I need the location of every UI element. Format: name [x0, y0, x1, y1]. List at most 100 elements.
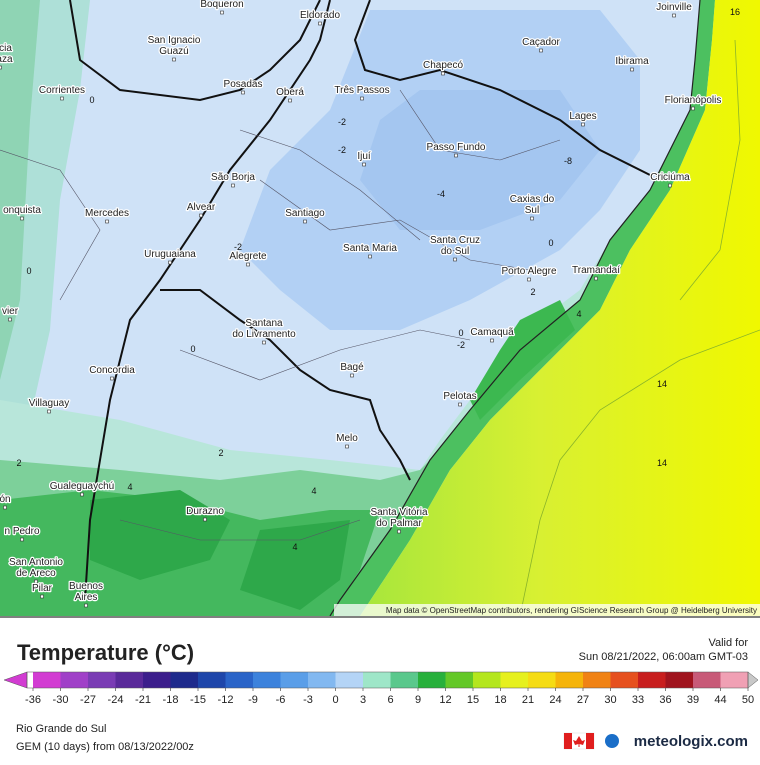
place-dot [105, 219, 109, 224]
flag-band [564, 733, 572, 749]
contour-label: 16 [730, 7, 740, 17]
colorbar-tick-label: -9 [248, 694, 258, 706]
place-label: Alegrete [229, 251, 267, 262]
place-dot [397, 529, 401, 534]
contour-label: -8 [564, 156, 572, 166]
place-dot [168, 260, 172, 265]
lagoon [470, 300, 575, 420]
contour-label: 4 [576, 309, 581, 319]
colorbar-tick-label: -24 [108, 694, 124, 706]
place-label: encia [0, 43, 12, 54]
place-dot [581, 122, 585, 127]
ocean [360, 0, 760, 616]
flag-leaf [573, 736, 585, 747]
place-dot [172, 57, 176, 62]
place-label: Chapecó [423, 60, 463, 71]
colorbar-segment [308, 672, 336, 688]
colorbar-tick-label: -15 [190, 694, 206, 706]
contour-label: -2 [234, 242, 242, 252]
warm-land [240, 520, 350, 610]
place-dot [20, 537, 24, 542]
boundary [0, 149, 101, 301]
place-label: Santa Maria [343, 243, 397, 254]
colorbar-tick-label: -21 [135, 694, 151, 706]
boundary [119, 519, 361, 541]
place-dot [630, 67, 634, 72]
place-label: do Sul [441, 246, 469, 257]
place-dot [345, 444, 349, 449]
colorbar-tick-label: 18 [494, 694, 506, 706]
colorbar-tick-label: 24 [549, 694, 561, 706]
colorbar-tick-label: 33 [632, 694, 644, 706]
colorbar-segment [115, 672, 144, 688]
place-label: Santiago [285, 208, 325, 219]
place-dot [318, 21, 322, 26]
flag-band [586, 733, 594, 749]
brand: meteologix.com [634, 733, 748, 750]
place-dot [84, 603, 88, 608]
colorbar-segment [280, 672, 309, 688]
place-dot [80, 492, 84, 497]
contour-label: -2 [457, 340, 465, 350]
colorbar-segment [665, 672, 694, 688]
place-dot [303, 219, 307, 224]
place-label: Pelotas [443, 391, 476, 402]
place-label: São Borja [211, 172, 255, 183]
place-dot [60, 96, 64, 101]
place-label: Plaza [0, 54, 13, 65]
colorbar-tick-label: -6 [276, 694, 286, 706]
place-label: vier [2, 306, 19, 317]
mild-area [0, 0, 40, 380]
place-dot [8, 317, 12, 322]
contour-label: -2 [338, 145, 346, 155]
place-dot [220, 10, 224, 15]
colorbar-tick-label: 30 [604, 694, 616, 706]
colorbar-segment [225, 672, 254, 688]
place-label: Três Passos [334, 85, 389, 96]
place-dot [454, 153, 458, 158]
contour-label: 0 [548, 238, 553, 248]
contour-label: 4 [127, 482, 132, 492]
place-label: Melo [336, 433, 358, 444]
contour-label: 14 [657, 458, 667, 468]
brand-logo [605, 734, 619, 748]
place-dot [3, 505, 7, 510]
colorbar-segment [693, 672, 721, 688]
valid-label: Valid for [708, 637, 748, 649]
colorbar-tick-label: 27 [577, 694, 589, 706]
boundary [399, 89, 561, 161]
border [69, 0, 321, 102]
place-dot [40, 594, 44, 599]
place-label: de Areco [16, 568, 56, 579]
place-dot [288, 98, 292, 103]
boundary [239, 129, 421, 241]
map: Boqueron Eldorado Joinville San IgnacioGuaz… [0, 0, 760, 616]
cold-area [360, 90, 600, 230]
colorbar-tick-label: 44 [714, 694, 726, 706]
contour-label: 2 [530, 287, 535, 297]
colorbar-segment [555, 672, 584, 688]
place-dot [231, 183, 235, 188]
colorbar-frame [26, 671, 749, 689]
colorbar-segment [610, 672, 639, 688]
place-label: Alvear [187, 202, 216, 213]
contour-label: 0 [26, 266, 31, 276]
place-label: Santa Vitória [370, 507, 428, 518]
place-label: Porto Alegre [501, 266, 556, 277]
colorbar-tick-label: 12 [439, 694, 451, 706]
place-label: Caçador [522, 37, 560, 48]
place-dot [668, 183, 672, 188]
colorbar-segment [335, 672, 364, 688]
place-label: San Ignacio [148, 35, 201, 46]
border [353, 0, 651, 176]
colorbar-segment [390, 672, 419, 688]
colorbar-segment [60, 672, 89, 688]
colorbar-segment [418, 672, 446, 688]
footer: Temperature (°C) Valid for Sun 08/21/2022,… [0, 616, 760, 753]
colorbar-tick-label: 21 [522, 694, 534, 706]
place-label: Pilar [32, 583, 53, 594]
place-label: Aires [75, 592, 98, 603]
place-label: Gualeguaychú [50, 481, 115, 492]
colorbar-segment [445, 672, 474, 688]
